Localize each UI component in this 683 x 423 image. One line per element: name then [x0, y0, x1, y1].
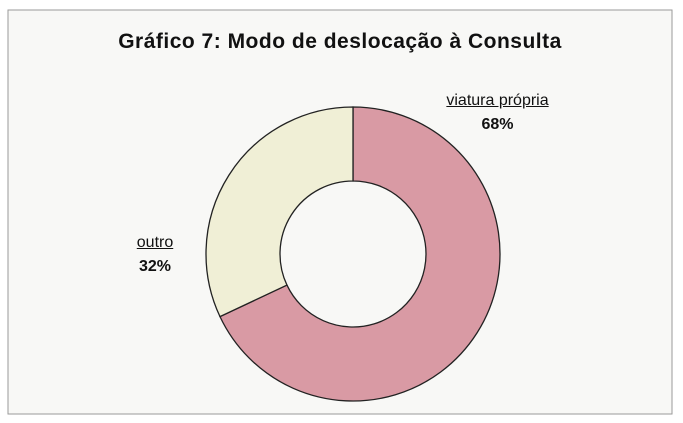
slice-label: outro — [136, 234, 174, 251]
donut-slice — [219, 106, 501, 402]
slice-label: viatura própria — [446, 92, 549, 109]
chart-title: Gráfico 7: Modo de deslocação à Consulta — [118, 30, 562, 53]
value-label: 32% — [138, 258, 172, 275]
value-label: 68% — [481, 116, 514, 133]
donut-slice — [205, 106, 354, 318]
